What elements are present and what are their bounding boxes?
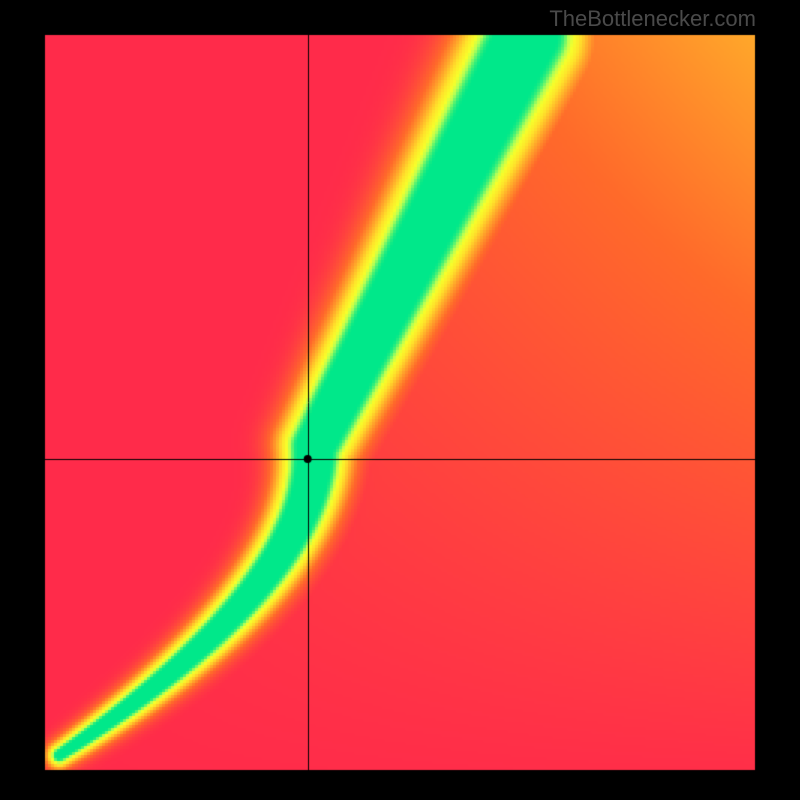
heatmap-canvas (0, 0, 800, 800)
chart-container: { "chart": { "type": "heatmap", "canvas"… (0, 0, 800, 800)
watermark-text: TheBottlenecker.com (549, 6, 756, 32)
